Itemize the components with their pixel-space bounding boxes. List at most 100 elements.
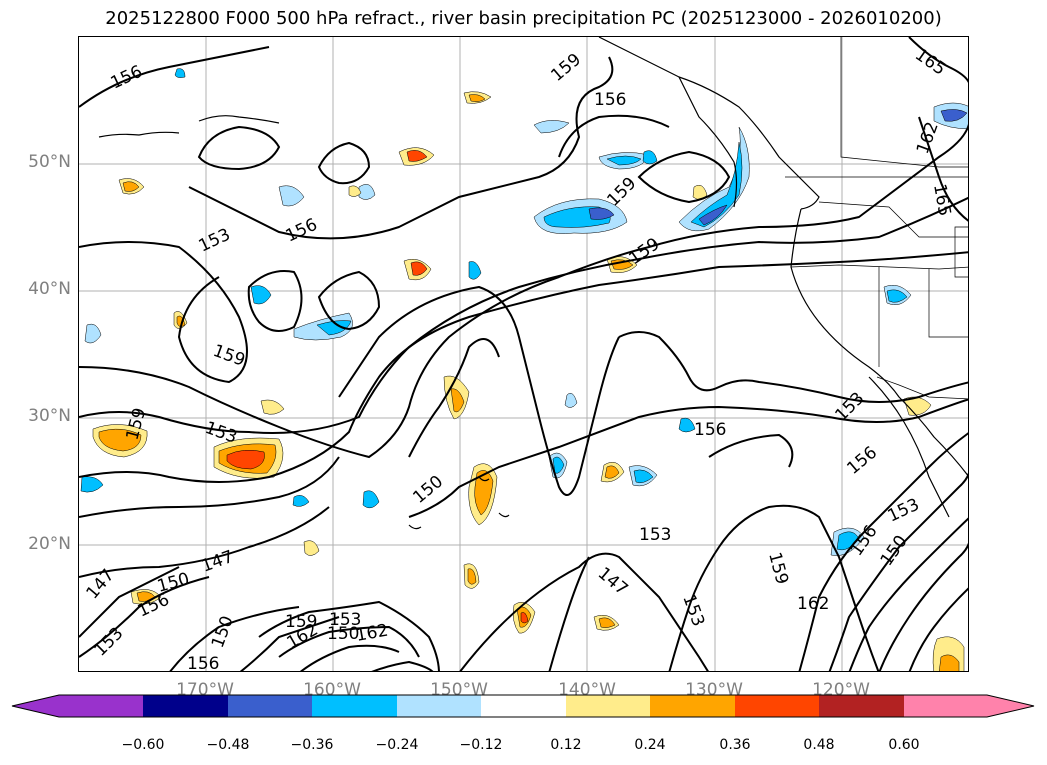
contour-label: 150	[327, 624, 359, 644]
positive-anomaly-patch	[468, 94, 486, 102]
contour-label: 156	[187, 654, 219, 672]
map-panel: 156 159 156 165 162 165 159 156 153 159 …	[78, 36, 969, 672]
anomaly-shading	[80, 68, 968, 671]
positive-anomaly-patch	[226, 449, 265, 470]
political-boundaries	[785, 37, 968, 400]
colorbar-tick-label: 0.60	[888, 737, 920, 753]
contour-label: 162	[797, 594, 829, 614]
negative-anomaly-patch	[174, 68, 186, 78]
colorbar-tick-label: −0.60	[121, 737, 165, 753]
colorbar-swatch	[312, 695, 397, 717]
colorbar-swatch	[397, 695, 481, 717]
contour-label: 159	[285, 612, 317, 632]
colorbar-tick-label: 0.36	[719, 737, 751, 753]
positive-anomaly-patch	[598, 617, 616, 628]
colorbar-tick-label: −0.36	[290, 737, 334, 753]
lat-label: 40°N	[28, 279, 71, 299]
negative-anomaly-patch	[642, 150, 658, 165]
lat-label: 20°N	[28, 534, 71, 554]
contour-label: 159	[547, 50, 585, 86]
colorbar-tick-label: −0.12	[459, 737, 503, 753]
negative-anomaly-patch	[940, 109, 968, 122]
contour-label: 147	[594, 564, 632, 600]
negative-anomaly-patch	[468, 261, 482, 280]
contour-label: 153	[329, 610, 361, 630]
negative-anomaly-patch	[588, 207, 615, 220]
lat-label: 50°N	[28, 152, 71, 172]
contour-label: 156	[594, 90, 626, 110]
contour-label: 162	[913, 119, 943, 156]
negative-anomaly-patch	[80, 476, 104, 493]
colorbar-tick-label: 0.24	[634, 737, 666, 753]
contour-label: 147	[199, 547, 236, 577]
negative-anomaly-patch	[316, 320, 352, 336]
colorbar-swatch	[650, 695, 735, 717]
positive-anomaly-patch	[903, 396, 932, 416]
positive-anomaly-patch	[604, 465, 620, 479]
colorbar-swatch	[59, 695, 143, 717]
contour-label: 156	[694, 420, 726, 440]
colorbar-tick-label: 0.48	[803, 737, 835, 753]
negative-anomaly-patch	[552, 456, 565, 474]
negative-anomaly-patch	[84, 323, 102, 344]
colorbar-swatch	[904, 695, 987, 717]
colorbar-swatch	[566, 695, 650, 717]
contour-label: 159	[764, 550, 792, 587]
positive-anomaly-patch	[450, 388, 465, 413]
negative-anomaly-patch	[633, 469, 654, 484]
lat-label: 30°N	[28, 406, 71, 426]
contour-label: 156	[843, 443, 881, 479]
colorbar-swatch	[481, 695, 566, 717]
positive-anomaly-patch	[303, 540, 320, 556]
negative-anomaly-patch	[533, 120, 570, 134]
positive-anomaly-patch	[122, 181, 140, 192]
negative-anomaly-patch	[606, 155, 642, 166]
colorbar-extension-high	[987, 695, 1034, 717]
negative-anomaly-patch	[678, 417, 696, 433]
contour-label: 159	[210, 341, 247, 371]
contour-label: 156	[108, 62, 146, 94]
contour-label: 153	[196, 225, 234, 257]
refractivity-contours	[79, 37, 968, 671]
contour-label: 165	[929, 182, 954, 217]
contour-label: 153	[831, 388, 868, 425]
negative-anomaly-patch	[250, 285, 272, 305]
colorbar-swatches	[12, 695, 1034, 717]
negative-anomaly-patch	[362, 490, 380, 509]
positive-anomaly-patch	[348, 185, 362, 197]
colorbar-tick-label: −0.48	[206, 737, 250, 753]
contour-label: 165	[911, 45, 949, 80]
contour-label: 156	[847, 522, 882, 560]
map-title: 2025122800 F000 500 hPa refract., river …	[105, 8, 942, 29]
contour-label: 153	[639, 525, 671, 545]
contour-label: 153	[202, 418, 239, 448]
contour-label: 150	[877, 532, 912, 570]
colorbar-swatch	[735, 695, 819, 717]
negative-anomaly-patch	[292, 495, 310, 507]
contour-label: 150	[208, 613, 238, 650]
positive-anomaly-patch	[467, 568, 477, 585]
negative-anomaly-patch	[698, 204, 728, 226]
negative-anomaly-patch	[690, 141, 743, 228]
negative-anomaly-patch	[358, 184, 376, 200]
colorbar-swatch	[228, 695, 312, 717]
colorbar-tick-label: 0.12	[550, 737, 582, 753]
colorbar-swatch	[143, 695, 228, 717]
contour-label: 153	[885, 495, 923, 527]
colorbar-tick-label: −0.24	[375, 737, 419, 753]
positive-anomaly-patch	[938, 654, 960, 671]
colorbar	[11, 694, 1035, 718]
colorbar-extension-low	[12, 695, 59, 717]
positive-anomaly-patch	[260, 399, 285, 415]
positive-anomaly-patch	[176, 315, 186, 327]
positive-anomaly-patch	[406, 150, 428, 162]
negative-anomaly-patch	[886, 289, 908, 303]
negative-anomaly-patch	[564, 393, 578, 408]
positive-anomaly-patch	[692, 185, 708, 200]
positive-anomaly-patch	[410, 261, 428, 276]
positive-anomaly-patch	[98, 428, 142, 452]
contour-label: 153	[90, 623, 127, 660]
negative-anomaly-patch	[278, 185, 305, 207]
map-canvas: 156 159 156 165 162 165 159 156 153 159 …	[79, 37, 968, 672]
positive-anomaly-patch	[520, 612, 529, 624]
